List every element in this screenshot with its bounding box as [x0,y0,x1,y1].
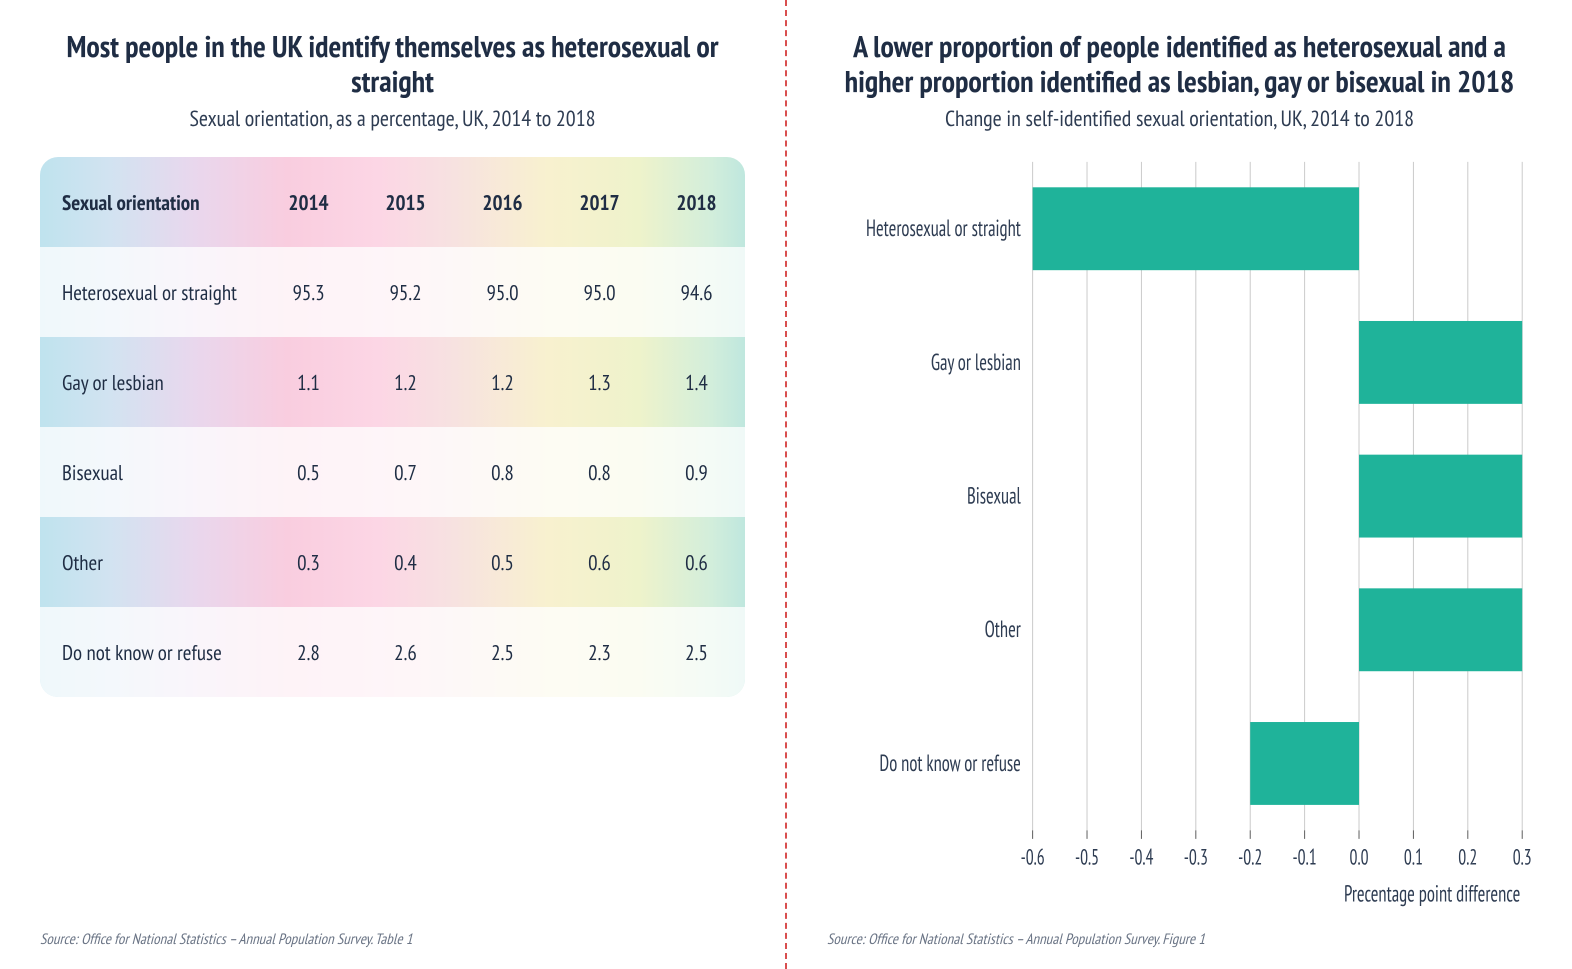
orientation-table: Sexual orientation 2014 2015 2016 2017 2… [40,157,745,697]
cell-value: 0.8 [551,427,648,517]
right-subtitle: Change in self-identified sexual orienta… [827,105,1532,133]
svg-text:-0.5: -0.5 [1075,842,1099,871]
row-label: Gay or lesbian [40,337,260,427]
table-row: Other0.30.40.50.60.6 [40,517,745,607]
svg-text:-0.4: -0.4 [1129,842,1153,871]
cell-value: 0.5 [260,427,357,517]
svg-text:0.3: 0.3 [1513,842,1532,871]
right-panel: A lower proportion of people identified … [787,0,1572,969]
category-label: Gay or lesbian [931,347,1021,377]
table-row: Do not know or refuse2.82.62.52.32.5 [40,607,745,697]
cell-value: 95.2 [357,247,454,337]
left-subtitle: Sexual orientation, as a percentage, UK,… [40,105,745,133]
cell-value: 0.5 [454,517,551,607]
svg-text:-0.2: -0.2 [1238,842,1262,871]
left-panel: Most people in the UK identify themselve… [0,0,785,969]
cell-value: 2.3 [551,607,648,697]
cell-value: 2.5 [454,607,551,697]
table-corner: Sexual orientation [40,157,260,247]
cell-value: 94.6 [648,247,745,337]
cell-value: 0.9 [648,427,745,517]
year-2017: 2017 [551,157,648,247]
svg-text:0.1: 0.1 [1404,842,1423,871]
cell-value: 0.3 [260,517,357,607]
table-row: Heterosexual or straight95.395.295.095.0… [40,247,745,337]
svg-text:-0.1: -0.1 [1293,842,1317,871]
cell-value: 0.8 [454,427,551,517]
cell-value: 2.6 [357,607,454,697]
change-bar-chart: -0.6 -0.5 -0.4 -0.3 -0.2 -0.1 0.0 0.1 0.2 0.3 Hete… [827,157,1532,916]
cell-value: 0.7 [357,427,454,517]
year-2015: 2015 [357,157,454,247]
cell-value: 1.1 [260,337,357,427]
year-2014: 2014 [260,157,357,247]
row-label: Bisexual [40,427,260,517]
row-label: Do not know or refuse [40,607,260,697]
table-row: Gay or lesbian1.11.21.21.31.4 [40,337,745,427]
cell-value: 0.6 [648,517,745,607]
year-2016: 2016 [454,157,551,247]
cell-value: 2.8 [260,607,357,697]
left-source: Source: Office for National Statistics –… [40,916,745,949]
year-2018: 2018 [648,157,745,247]
bar [1250,722,1359,805]
cell-value: 95.3 [260,247,357,337]
table-row: Bisexual0.50.70.80.80.9 [40,427,745,517]
category-label: Do not know or refuse [879,748,1020,778]
category-label: Bisexual [967,480,1021,510]
cell-value: 1.4 [648,337,745,427]
bar [1359,321,1522,404]
category-label: Other [985,614,1021,644]
cell-value: 0.4 [357,517,454,607]
cell-value: 1.2 [357,337,454,427]
row-label: Other [40,517,260,607]
cell-value: 95.0 [551,247,648,337]
bar [1359,588,1522,671]
cell-value: 95.0 [454,247,551,337]
cell-value: 0.6 [551,517,648,607]
svg-text:0.2: 0.2 [1458,842,1477,871]
left-title: Most people in the UK identify themselve… [40,30,745,99]
right-title: A lower proportion of people identified … [827,30,1532,99]
svg-text:-0.6: -0.6 [1021,842,1045,871]
right-source: Source: Office for National Statistics –… [827,916,1532,949]
cell-value: 1.3 [551,337,648,427]
svg-text:-0.3: -0.3 [1184,842,1208,871]
svg-text:0.0: 0.0 [1350,842,1369,871]
table-header-row: Sexual orientation 2014 2015 2016 2017 2… [40,157,745,247]
cell-value: 1.2 [454,337,551,427]
x-axis-title: Precentage point difference [1344,878,1520,908]
bar [1033,187,1359,270]
category-label: Heterosexual or straight [866,213,1021,243]
bar [1359,455,1522,538]
row-label: Heterosexual or straight [40,247,260,337]
cell-value: 2.5 [648,607,745,697]
